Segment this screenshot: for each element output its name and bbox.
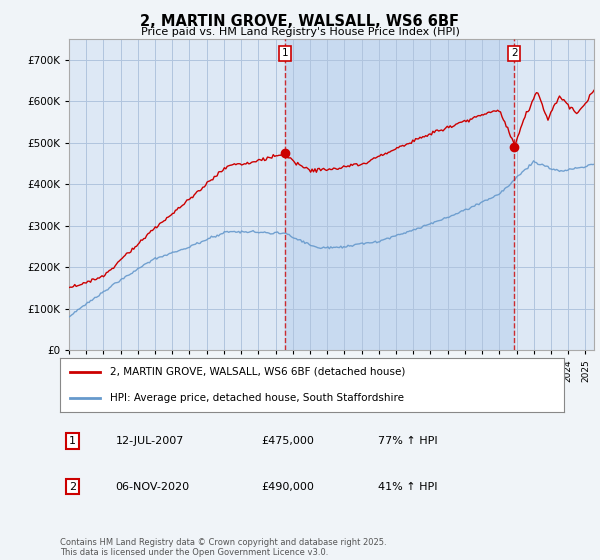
Text: 1: 1 [281, 48, 288, 58]
Text: HPI: Average price, detached house, South Staffordshire: HPI: Average price, detached house, Sout… [110, 393, 404, 403]
Text: Contains HM Land Registry data © Crown copyright and database right 2025.
This d: Contains HM Land Registry data © Crown c… [60, 538, 386, 557]
Text: Price paid vs. HM Land Registry's House Price Index (HPI): Price paid vs. HM Land Registry's House … [140, 27, 460, 37]
Text: 2: 2 [69, 482, 76, 492]
Text: £490,000: £490,000 [262, 482, 314, 492]
Text: £475,000: £475,000 [262, 436, 314, 446]
Text: 77% ↑ HPI: 77% ↑ HPI [377, 436, 437, 446]
Bar [285, 39, 514, 350]
Text: 12-JUL-2007: 12-JUL-2007 [115, 436, 184, 446]
Text: 2, MARTIN GROVE, WALSALL, WS6 6BF: 2, MARTIN GROVE, WALSALL, WS6 6BF [140, 14, 460, 29]
Text: 2, MARTIN GROVE, WALSALL, WS6 6BF (detached house): 2, MARTIN GROVE, WALSALL, WS6 6BF (detac… [110, 367, 406, 377]
Text: 2: 2 [511, 48, 518, 58]
Text: 41% ↑ HPI: 41% ↑ HPI [377, 482, 437, 492]
Text: 06-NOV-2020: 06-NOV-2020 [115, 482, 190, 492]
Text: 1: 1 [69, 436, 76, 446]
